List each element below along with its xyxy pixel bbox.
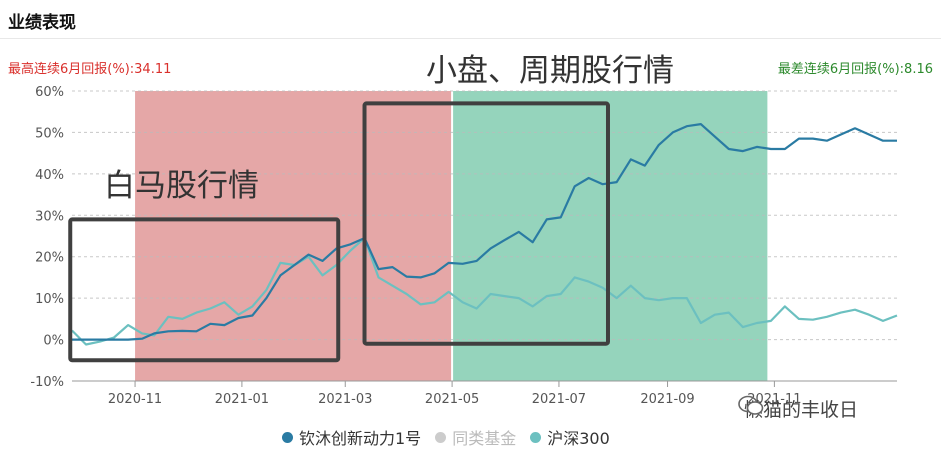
legend-label-peer: 同类基金 bbox=[452, 429, 517, 448]
y-tick-label: 10% bbox=[35, 292, 64, 307]
legend-dot-fund bbox=[282, 431, 293, 443]
best-return-label: 最高连续6月回报(%):34.11 bbox=[8, 62, 172, 77]
legend-dot-peer bbox=[435, 431, 447, 443]
legend-item-peer[interactable]: 同类基金 bbox=[435, 425, 516, 449]
legend-label-fund: 钦沐创新动力1号 bbox=[299, 429, 422, 448]
section-header: 业绩表现 bbox=[0, 0, 941, 39]
section-title: 业绩表现 bbox=[8, 13, 76, 33]
x-tick-label: 2021-03 bbox=[318, 392, 372, 407]
chart-legend: 钦沐创新动力1号 同类基金 沪深300 bbox=[282, 425, 610, 449]
y-tick-label: 0% bbox=[43, 334, 64, 349]
y-tick-label: 20% bbox=[35, 251, 64, 266]
annotation-box-1 bbox=[68, 217, 341, 363]
legend-dot-index bbox=[530, 431, 542, 443]
x-tick-label: 2021-05 bbox=[425, 392, 479, 407]
shaded-bands bbox=[135, 91, 768, 381]
legend-item-fund[interactable]: 钦沐创新动力1号 bbox=[282, 425, 421, 449]
annotation-box-2 bbox=[362, 101, 610, 346]
series-line-fund bbox=[72, 123, 897, 341]
series-line-index bbox=[71, 237, 898, 346]
watermark: 懒猫的丰收日 bbox=[738, 395, 858, 422]
annotation-white-horse: 白马股行情 bbox=[104, 168, 259, 204]
annotation-small-cycle: 小盘、周期股行情 bbox=[426, 53, 674, 89]
legend-item-index[interactable]: 沪深300 bbox=[530, 425, 610, 449]
y-tick-label: -10% bbox=[30, 375, 64, 390]
y-tick-label: 30% bbox=[35, 209, 64, 224]
y-tick-label: 50% bbox=[35, 126, 64, 141]
y-axis: 60% 50% 40% 30% 20% 10% 0% -10% bbox=[30, 85, 64, 390]
series-lines bbox=[71, 123, 898, 346]
y-tick-label: 60% bbox=[35, 85, 64, 100]
worst-return-label: 最差连续6月回报(%):8.16 bbox=[777, 62, 933, 77]
x-tick-label: 2021-07 bbox=[532, 392, 586, 407]
annotation-boxes bbox=[68, 101, 610, 363]
y-tick-label: 40% bbox=[35, 168, 64, 183]
shaded-band-red bbox=[135, 91, 453, 381]
x-tick-label: 2021-09 bbox=[640, 392, 694, 407]
x-tick-label: 2020-11 bbox=[108, 392, 162, 407]
legend-label-index: 沪深300 bbox=[547, 429, 610, 448]
x-tick-label: 2021-01 bbox=[215, 392, 269, 407]
x-axis: 2020-11 2021-01 2021-03 2021-05 2021-07 2021-… bbox=[72, 380, 897, 407]
watermark-text: 懒猫的丰收日 bbox=[744, 399, 859, 421]
